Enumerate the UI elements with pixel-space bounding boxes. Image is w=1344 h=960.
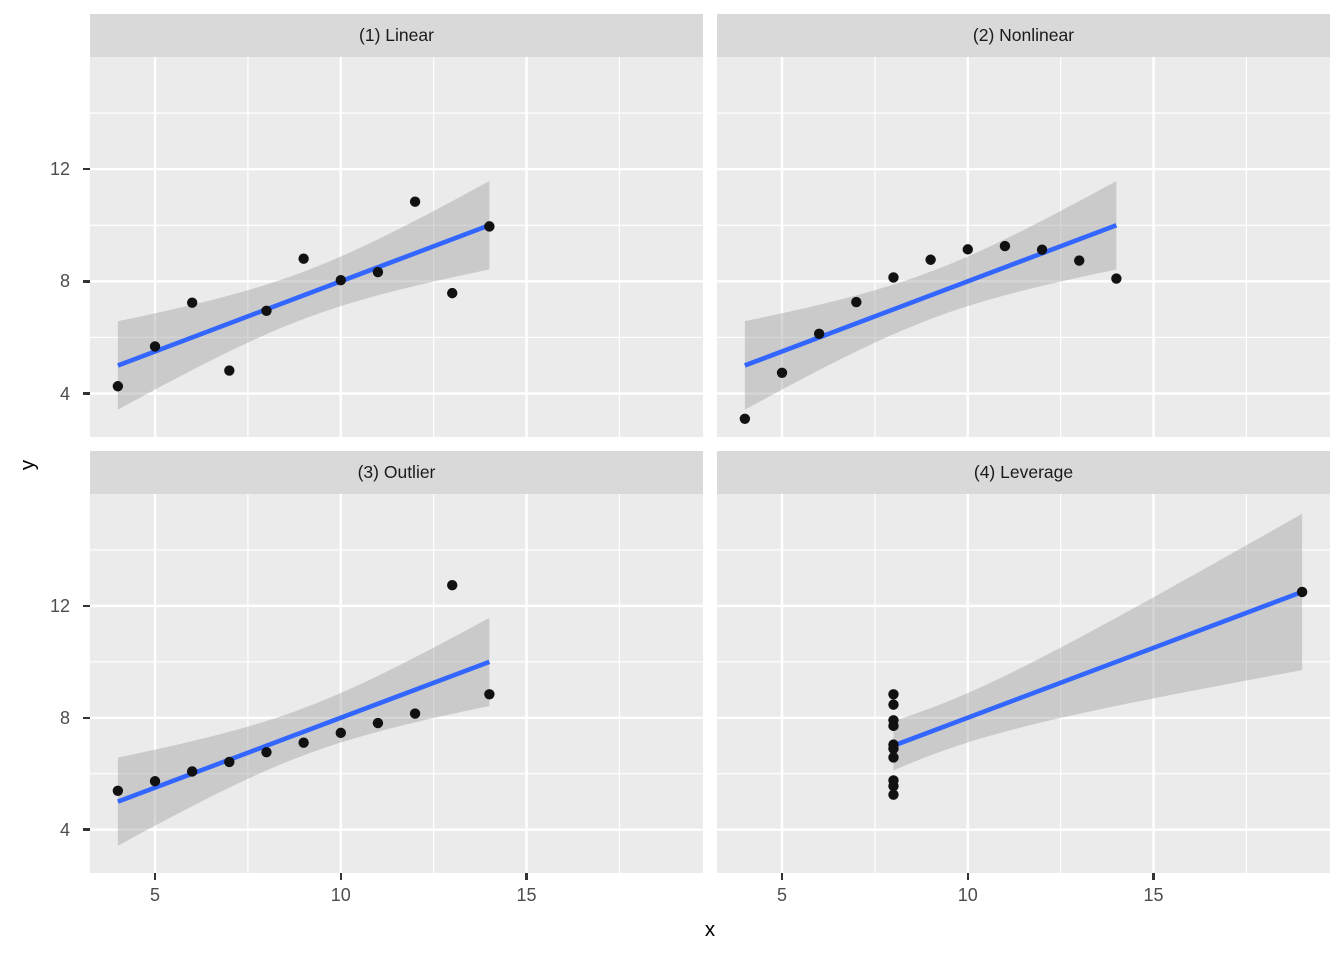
facet-title-leverage: (4) Leverage <box>973 462 1074 482</box>
y-axis-title: y <box>16 459 39 471</box>
y-axis-tick-mark <box>83 828 90 831</box>
y-tick-label: 12 <box>49 159 70 180</box>
facet-title-outlier: (3) Outlier <box>357 462 436 482</box>
x-tick-label: 15 <box>1143 885 1164 905</box>
facet-title-linear: (1) Linear <box>359 25 434 45</box>
x-tick-label: 5 <box>776 885 787 905</box>
facet-panel-nonlinear <box>717 57 1330 437</box>
y-tick-label: 12 <box>49 595 70 616</box>
y-axis-tick-mark <box>83 604 90 608</box>
facet-title-nonlinear: (2) Nonlinear <box>972 25 1075 45</box>
facet-strip-linear: (1) Linear <box>90 14 703 57</box>
facet-strip-nonlinear: (2) Nonlinear <box>717 14 1330 57</box>
x-axis-title: x <box>704 918 716 941</box>
x-axis-tick-mark <box>525 873 528 880</box>
x-tick-label: 15 <box>516 885 537 905</box>
x-axis-tick-mark <box>339 873 342 880</box>
facet-strip-leverage: (4) Leverage <box>717 451 1330 494</box>
facet-strip-outlier: (3) Outlier <box>90 451 703 494</box>
y-axis-tick-mark <box>83 392 90 395</box>
y-axis-tick-mark <box>83 716 90 719</box>
facet-panel-linear <box>90 57 703 437</box>
facet-panel-outlier <box>90 494 703 873</box>
x-tick-label: 5 <box>149 885 160 905</box>
y-tick-label: 8 <box>59 707 70 728</box>
y-tick-label: 4 <box>59 819 70 840</box>
x-axis-tick-mark <box>153 873 157 880</box>
y-tick-label: 4 <box>59 383 70 404</box>
y-tick-label: 8 <box>59 271 70 292</box>
y-axis-tick-mark <box>83 167 90 171</box>
x-tick-label: 10 <box>330 885 351 905</box>
x-axis-tick-mark <box>780 873 784 880</box>
x-tick-label: 10 <box>957 885 978 905</box>
y-axis-tick-mark <box>83 280 90 283</box>
x-axis-tick-mark <box>1152 873 1155 880</box>
x-axis-tick-mark <box>966 873 969 880</box>
facet-panel-leverage <box>717 494 1330 873</box>
